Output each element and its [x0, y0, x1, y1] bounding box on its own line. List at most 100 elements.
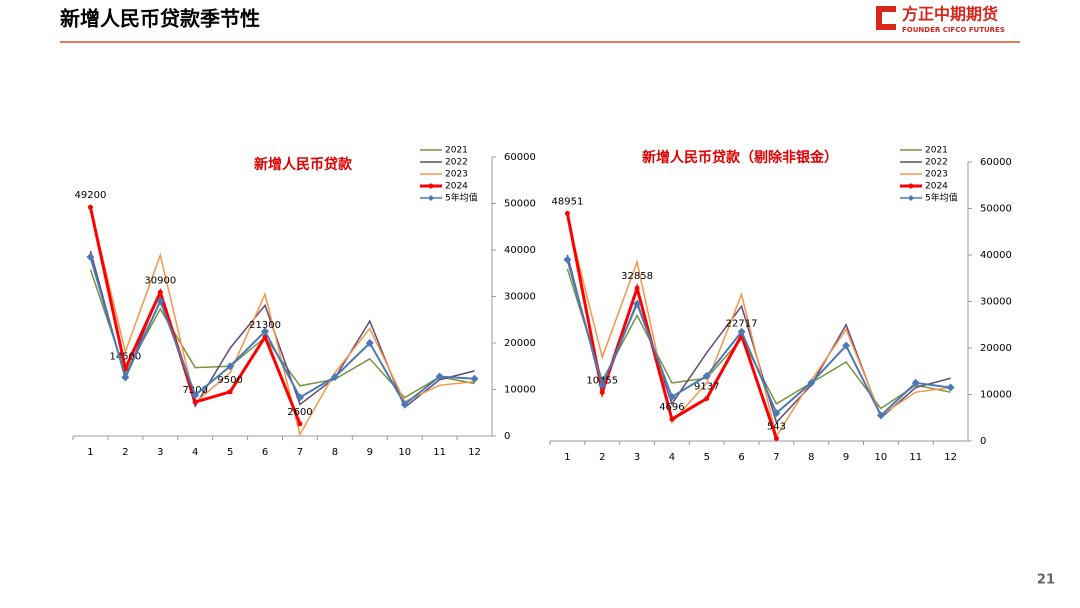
x-tick-label: 1 — [87, 447, 93, 458]
point — [807, 378, 816, 387]
data-label: 9137 — [694, 382, 719, 393]
x-tick-label: 2 — [599, 452, 605, 463]
point — [297, 421, 303, 427]
x-tick-label: 10 — [875, 452, 888, 463]
legend-marker — [428, 183, 434, 189]
page-number: 21 — [1037, 573, 1055, 588]
y-tick-label: 0 — [980, 436, 986, 447]
point — [192, 399, 198, 405]
y-tick-label: 30000 — [980, 297, 1012, 308]
point — [330, 372, 339, 381]
data-label: 7300 — [182, 385, 207, 396]
y-tick-label: 60000 — [980, 157, 1012, 168]
point — [156, 297, 165, 306]
point — [772, 409, 781, 418]
x-tick-label: 6 — [262, 447, 268, 458]
data-label: 48951 — [552, 196, 584, 207]
y-tick-label: 50000 — [980, 204, 1012, 215]
y-tick-label: 20000 — [980, 343, 1012, 354]
x-tick-label: 5 — [704, 452, 710, 463]
slide-title: 新增人民币贷款季节性 — [60, 7, 260, 31]
data-label: 49200 — [75, 190, 107, 201]
x-tick-label: 3 — [634, 452, 640, 463]
data-label: 30900 — [144, 275, 176, 286]
y-tick-label: 30000 — [504, 292, 536, 303]
x-tick-label: 9 — [843, 452, 849, 463]
point — [667, 392, 676, 401]
x-tick-label: 9 — [367, 447, 373, 458]
data-label: 32858 — [621, 271, 653, 282]
x-tick-label: 4 — [669, 452, 675, 463]
legend-marker — [908, 183, 914, 189]
data-label: 14500 — [109, 352, 141, 363]
legend-label: 5年均值 — [445, 192, 478, 204]
chart-title: 新增人民币贷款 — [254, 156, 353, 173]
point — [226, 362, 235, 371]
point — [470, 374, 479, 383]
point — [261, 327, 270, 336]
legend-label: 2021 — [445, 146, 468, 156]
point — [563, 255, 572, 264]
x-tick-label: 1 — [564, 452, 570, 463]
x-tick-label: 10 — [398, 447, 411, 458]
point — [227, 389, 233, 395]
point — [365, 339, 374, 347]
legend-label: 2024 — [445, 182, 468, 192]
y-tick-label: 40000 — [980, 250, 1012, 261]
point — [87, 204, 93, 210]
data-label: 2600 — [287, 407, 312, 418]
point — [911, 378, 920, 387]
x-tick-label: 2 — [122, 447, 128, 458]
point — [634, 285, 640, 291]
x-tick-label: 7 — [773, 452, 779, 463]
point — [633, 299, 642, 308]
point — [157, 289, 163, 295]
y-tick-label: 0 — [504, 431, 510, 442]
point — [737, 327, 746, 336]
x-tick-label: 8 — [332, 447, 338, 458]
point — [704, 396, 710, 402]
series-line — [566, 259, 951, 418]
legend-label: 2021 — [925, 146, 948, 156]
x-tick-label: 3 — [157, 447, 163, 458]
x-tick-label: 12 — [944, 452, 957, 463]
x-tick-label: 7 — [297, 447, 303, 458]
point — [773, 435, 779, 441]
point — [121, 373, 130, 382]
x-tick-label: 11 — [433, 447, 446, 458]
point — [86, 252, 95, 261]
point — [946, 383, 955, 392]
data-label: 543 — [767, 421, 786, 432]
y-tick-label: 10000 — [980, 390, 1012, 401]
point — [599, 389, 605, 395]
legend-label: 5年均值 — [925, 192, 958, 204]
legend-label: 2024 — [925, 182, 948, 192]
chart-title: 新增人民币贷款（剔除非银金） — [642, 149, 838, 166]
data-label: 22717 — [726, 318, 758, 329]
legend-marker — [428, 195, 434, 201]
logo-icon-cut — [882, 12, 896, 24]
point — [400, 400, 409, 409]
point — [598, 381, 607, 390]
legend-label: 2022 — [925, 158, 948, 168]
point — [702, 371, 711, 380]
y-tick-label: 40000 — [504, 245, 536, 256]
data-label: 4696 — [659, 402, 684, 413]
logo-text: 方正中期期货 — [902, 5, 998, 24]
y-tick-label: 60000 — [504, 152, 536, 163]
point — [842, 341, 851, 350]
x-tick-label: 5 — [227, 447, 233, 458]
point — [876, 411, 885, 420]
y-tick-label: 20000 — [504, 338, 536, 349]
x-tick-label: 6 — [738, 452, 744, 463]
legend-label: 2023 — [445, 170, 468, 180]
x-tick-label: 12 — [468, 447, 481, 458]
data-label: 21300 — [249, 320, 281, 331]
y-tick-label: 10000 — [504, 385, 536, 396]
x-tick-label: 4 — [192, 447, 198, 458]
point — [435, 372, 444, 381]
legend-marker — [908, 195, 914, 201]
x-tick-label: 11 — [909, 452, 922, 463]
point — [191, 391, 200, 400]
